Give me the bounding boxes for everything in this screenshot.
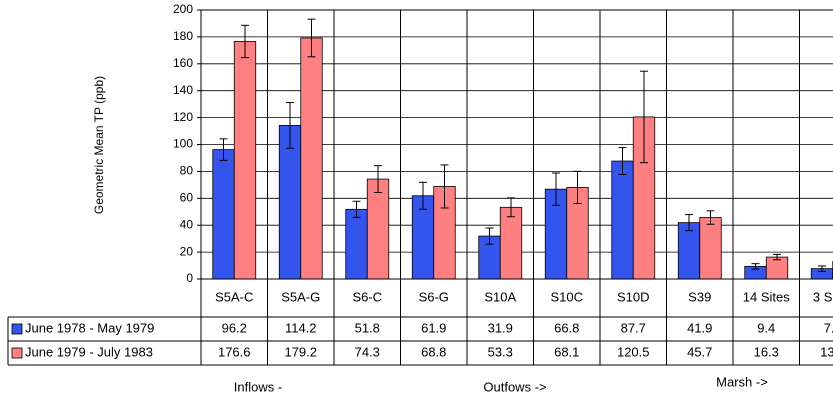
y-tick-label: 140 [173,83,193,97]
annotation: Outfows -> [483,379,546,394]
data-label: 87.7 [621,320,646,335]
bar [300,37,323,280]
x-tick-label: 14 Sites [743,289,790,304]
bar [366,178,390,280]
y-tick-label: 100 [173,137,193,151]
legend-label: June 1979 - July 1983 [25,344,153,359]
data-label: 68.1 [554,344,579,359]
legend-swatch [11,323,23,335]
y-tick-label: 200 [173,2,193,16]
data-label: 179.2 [284,344,317,359]
x-tick-label: S39 [688,289,711,304]
bar [699,217,722,280]
data-label: 66.8 [554,320,579,335]
x-tick-label: S10D [617,289,650,304]
data-label: 16.3 [754,344,779,359]
x-tick-label: S6-G [419,289,449,304]
data-label: 61.9 [421,320,446,335]
x-tick-label: S5A-G [281,289,320,304]
annotation: Inflows - [234,379,282,394]
data-label: 13.0 [820,344,833,359]
data-label: 51.8 [355,320,380,335]
data-label: 176.6 [218,344,251,359]
data-label: 45.7 [687,344,712,359]
y-tick-label: 40 [180,217,194,231]
y-tick-label: 0 [186,271,193,285]
x-tick-label: S6-C [352,289,382,304]
y-tick-label: 80 [180,164,194,178]
data-label: 9.4 [757,320,775,335]
bar [212,149,235,280]
bar [233,41,257,280]
x-tick-label: S10A [484,289,516,304]
legend-label: June 1978 - May 1979 [25,320,154,335]
data-label: 114.2 [285,320,317,335]
y-tick-label: 60 [180,190,194,204]
y-axis-label: Geometric Mean TP (ppb) [92,76,106,214]
annotation: Marsh -> [716,374,768,389]
y-tick-label: 120 [173,110,193,124]
data-label: 120.5 [617,344,650,359]
data-label: 96.2 [222,320,247,335]
bar [611,160,634,280]
data-label: 7.7 [824,320,833,335]
bar [345,208,368,280]
data-label: 68.8 [421,344,446,359]
data-label: 31.9 [488,320,513,335]
data-label: 53.3 [488,344,513,359]
x-tick-label: S10C [550,289,583,304]
legend-swatch [11,347,23,359]
bar [765,256,789,280]
x-tick-label: S5A-C [215,289,253,304]
data-label: 41.9 [687,320,712,335]
data-label: 74.3 [355,344,380,359]
y-tick-label: 160 [173,56,193,70]
y-tick-label: 20 [180,244,194,258]
x-tick-label: 3 Sites [813,289,833,304]
bar [499,206,523,280]
y-tick-label: 180 [173,29,193,43]
